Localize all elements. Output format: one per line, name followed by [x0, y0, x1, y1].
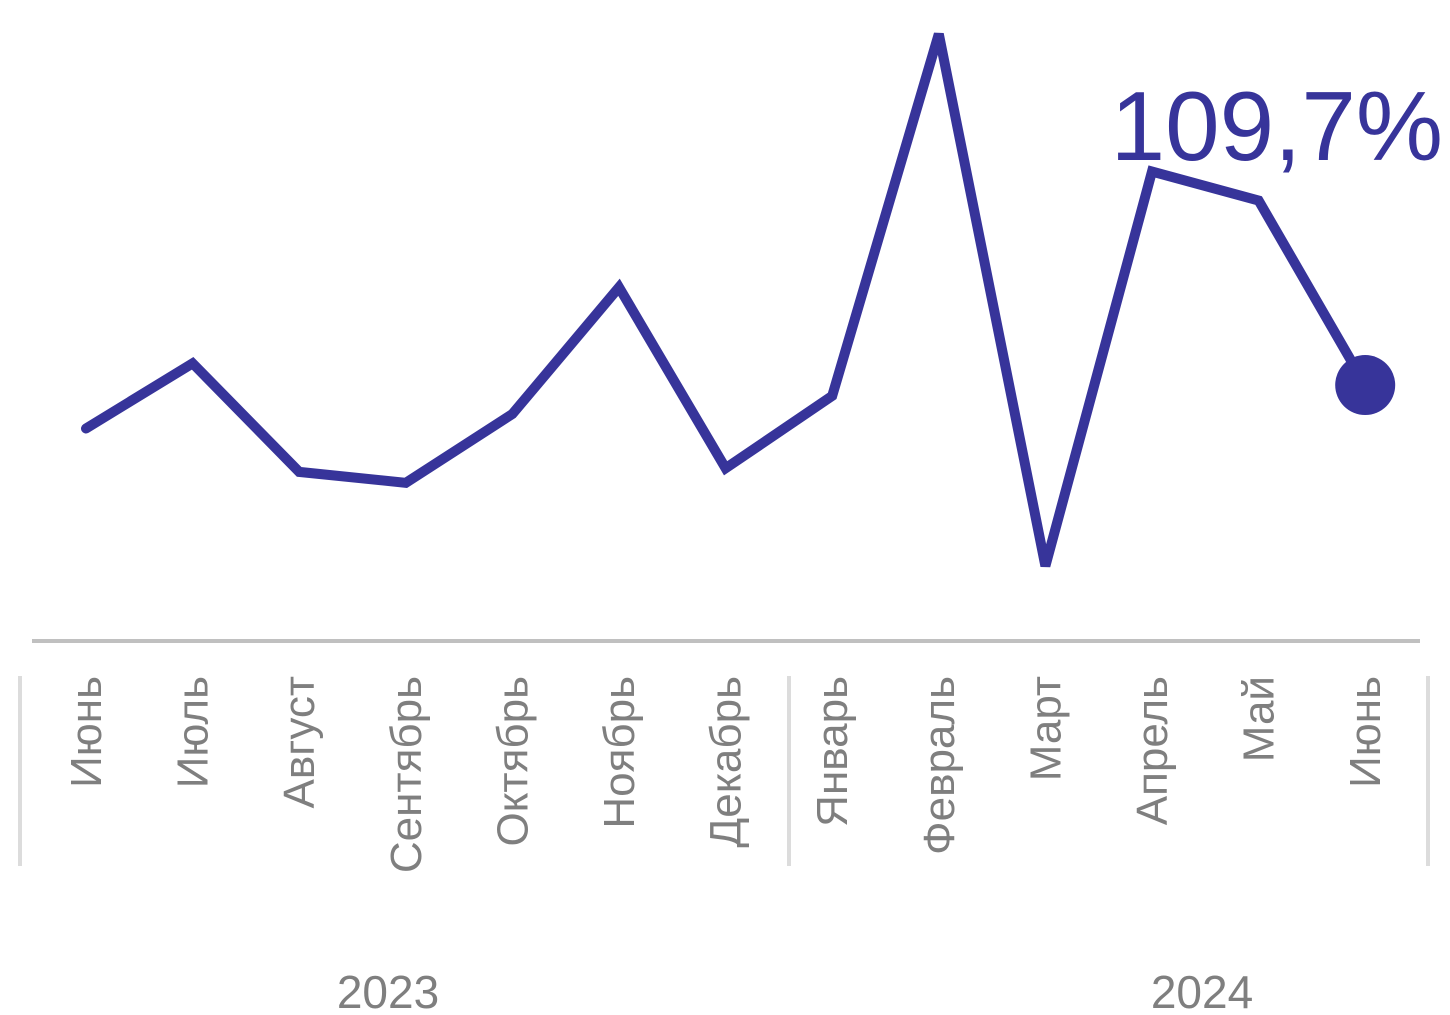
x-tick-label: Август — [275, 676, 324, 808]
x-tick-label: Декабрь — [702, 676, 751, 848]
x-tick-label: Март — [1021, 676, 1070, 781]
x-tick-label: Сентябрь — [382, 676, 431, 873]
year-label-2023: 2023 — [337, 966, 439, 1010]
x-tick-label: Июль — [169, 676, 218, 788]
x-tick-label: Январь — [808, 676, 857, 827]
x-tick-label: Июнь — [1341, 676, 1390, 788]
callout-label: 109,7% — [1111, 71, 1443, 181]
year-label-2024: 2024 — [1151, 966, 1253, 1010]
x-tick-label: Апрель — [1128, 676, 1177, 825]
x-tick-label: Октябрь — [488, 676, 537, 847]
x-tick-label: Февраль — [915, 676, 964, 855]
x-tick-label: Июнь — [62, 676, 111, 788]
last-point-marker — [1335, 355, 1395, 415]
x-tick-label: Ноябрь — [595, 676, 644, 829]
x-tick-label: Май — [1235, 676, 1284, 762]
chart-labels: 109,7% Июнь Июль Август Сентябрь Октябрь Ноябр… — [62, 71, 1443, 1010]
